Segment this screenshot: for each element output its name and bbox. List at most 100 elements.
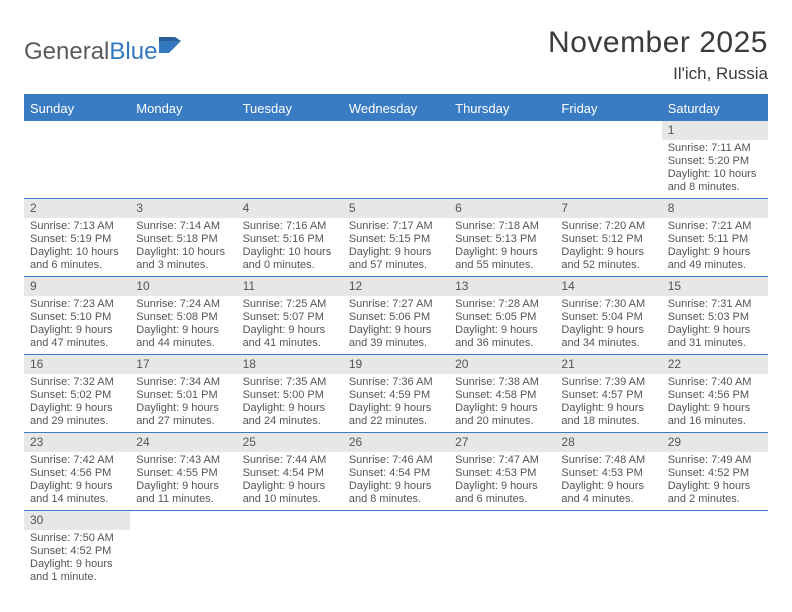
day-cell: 9Sunrise: 7:23 AMSunset: 5:10 PMDaylight… <box>24 277 130 354</box>
daylight-line: Daylight: 9 hours <box>561 402 655 415</box>
day-details: Sunrise: 7:43 AMSunset: 4:55 PMDaylight:… <box>130 452 236 510</box>
day-cell: 16Sunrise: 7:32 AMSunset: 5:02 PMDayligh… <box>24 355 130 432</box>
daylight-line: Daylight: 9 hours <box>243 324 337 337</box>
day-number: 28 <box>555 433 661 452</box>
sunrise-line: Sunrise: 7:36 AM <box>349 376 443 389</box>
sunrise-line: Sunrise: 7:16 AM <box>243 220 337 233</box>
day-number: 21 <box>555 355 661 374</box>
day-number: 19 <box>343 355 449 374</box>
day-number: 4 <box>237 199 343 218</box>
week-row: 23Sunrise: 7:42 AMSunset: 4:56 PMDayligh… <box>24 433 768 511</box>
daylight-line2: and 6 minutes. <box>455 493 549 506</box>
day-details: Sunrise: 7:23 AMSunset: 5:10 PMDaylight:… <box>24 296 130 354</box>
daylight-line: Daylight: 10 hours <box>668 168 762 181</box>
sunrise-line: Sunrise: 7:42 AM <box>30 454 124 467</box>
sunrise-line: Sunrise: 7:47 AM <box>455 454 549 467</box>
sunrise-line: Sunrise: 7:20 AM <box>561 220 655 233</box>
sunrise-line: Sunrise: 7:18 AM <box>455 220 549 233</box>
daylight-line2: and 41 minutes. <box>243 337 337 350</box>
daylight-line2: and 0 minutes. <box>243 259 337 272</box>
day-details: Sunrise: 7:11 AMSunset: 5:20 PMDaylight:… <box>662 140 768 198</box>
sunrise-line: Sunrise: 7:44 AM <box>243 454 337 467</box>
daylight-line: Daylight: 9 hours <box>668 480 762 493</box>
title-block: November 2025 Il'ich, Russia <box>548 26 768 84</box>
location: Il'ich, Russia <box>548 64 768 84</box>
day-cell: 27Sunrise: 7:47 AMSunset: 4:53 PMDayligh… <box>449 433 555 510</box>
sunrise-line: Sunrise: 7:21 AM <box>668 220 762 233</box>
day-number: 10 <box>130 277 236 296</box>
daylight-line: Daylight: 9 hours <box>455 324 549 337</box>
day-number: 18 <box>237 355 343 374</box>
daylight-line2: and 14 minutes. <box>30 493 124 506</box>
sunset-line: Sunset: 5:16 PM <box>243 233 337 246</box>
day-number <box>237 511 343 530</box>
sunrise-line: Sunrise: 7:13 AM <box>30 220 124 233</box>
weekday-header: Thursday <box>449 96 555 121</box>
day-details: Sunrise: 7:34 AMSunset: 5:01 PMDaylight:… <box>130 374 236 432</box>
sunset-line: Sunset: 4:59 PM <box>349 389 443 402</box>
day-details: Sunrise: 7:27 AMSunset: 5:06 PMDaylight:… <box>343 296 449 354</box>
sunrise-line: Sunrise: 7:14 AM <box>136 220 230 233</box>
daylight-line: Daylight: 9 hours <box>136 480 230 493</box>
weekday-header: Sunday <box>24 96 130 121</box>
day-details: Sunrise: 7:38 AMSunset: 4:58 PMDaylight:… <box>449 374 555 432</box>
daylight-line2: and 11 minutes. <box>136 493 230 506</box>
daylight-line: Daylight: 9 hours <box>455 402 549 415</box>
day-number <box>237 121 343 140</box>
sunset-line: Sunset: 4:53 PM <box>561 467 655 480</box>
sunrise-line: Sunrise: 7:23 AM <box>30 298 124 311</box>
day-details: Sunrise: 7:44 AMSunset: 4:54 PMDaylight:… <box>237 452 343 510</box>
sunrise-line: Sunrise: 7:38 AM <box>455 376 549 389</box>
daylight-line2: and 24 minutes. <box>243 415 337 428</box>
sunrise-line: Sunrise: 7:32 AM <box>30 376 124 389</box>
sunrise-line: Sunrise: 7:49 AM <box>668 454 762 467</box>
sunset-line: Sunset: 4:58 PM <box>455 389 549 402</box>
day-cell: 17Sunrise: 7:34 AMSunset: 5:01 PMDayligh… <box>130 355 236 432</box>
day-cell: 23Sunrise: 7:42 AMSunset: 4:56 PMDayligh… <box>24 433 130 510</box>
daylight-line2: and 57 minutes. <box>349 259 443 272</box>
daylight-line: Daylight: 10 hours <box>136 246 230 259</box>
daylight-line: Daylight: 9 hours <box>243 480 337 493</box>
weekday-header: Saturday <box>662 96 768 121</box>
daylight-line2: and 8 minutes. <box>668 181 762 194</box>
daylight-line2: and 55 minutes. <box>455 259 549 272</box>
day-number: 23 <box>24 433 130 452</box>
daylight-line2: and 1 minute. <box>30 571 124 584</box>
day-number: 9 <box>24 277 130 296</box>
sunset-line: Sunset: 5:06 PM <box>349 311 443 324</box>
sunrise-line: Sunrise: 7:28 AM <box>455 298 549 311</box>
day-details: Sunrise: 7:24 AMSunset: 5:08 PMDaylight:… <box>130 296 236 354</box>
day-cell <box>555 121 661 198</box>
day-cell <box>343 121 449 198</box>
month-title: November 2025 <box>548 26 768 60</box>
day-details: Sunrise: 7:39 AMSunset: 4:57 PMDaylight:… <box>555 374 661 432</box>
daylight-line: Daylight: 9 hours <box>349 324 443 337</box>
day-number <box>343 121 449 140</box>
day-number: 30 <box>24 511 130 530</box>
daylight-line2: and 29 minutes. <box>30 415 124 428</box>
daylight-line2: and 4 minutes. <box>561 493 655 506</box>
day-cell: 29Sunrise: 7:49 AMSunset: 4:52 PMDayligh… <box>662 433 768 510</box>
weekday-header: Monday <box>130 96 236 121</box>
brand-logo: GeneralBlue <box>24 26 183 66</box>
day-cell: 14Sunrise: 7:30 AMSunset: 5:04 PMDayligh… <box>555 277 661 354</box>
weekday-header: Friday <box>555 96 661 121</box>
day-details: Sunrise: 7:50 AMSunset: 4:52 PMDaylight:… <box>24 530 130 588</box>
week-row: 30Sunrise: 7:50 AMSunset: 4:52 PMDayligh… <box>24 511 768 588</box>
day-cell: 5Sunrise: 7:17 AMSunset: 5:15 PMDaylight… <box>343 199 449 276</box>
calendar-grid: Sunday Monday Tuesday Wednesday Thursday… <box>24 94 768 588</box>
sunrise-line: Sunrise: 7:27 AM <box>349 298 443 311</box>
sunset-line: Sunset: 5:10 PM <box>30 311 124 324</box>
sunrise-line: Sunrise: 7:46 AM <box>349 454 443 467</box>
day-number: 7 <box>555 199 661 218</box>
day-details: Sunrise: 7:25 AMSunset: 5:07 PMDaylight:… <box>237 296 343 354</box>
day-details: Sunrise: 7:31 AMSunset: 5:03 PMDaylight:… <box>662 296 768 354</box>
sunrise-line: Sunrise: 7:48 AM <box>561 454 655 467</box>
daylight-line: Daylight: 9 hours <box>668 324 762 337</box>
daylight-line2: and 34 minutes. <box>561 337 655 350</box>
day-number: 27 <box>449 433 555 452</box>
daylight-line: Daylight: 9 hours <box>30 558 124 571</box>
daylight-line2: and 44 minutes. <box>136 337 230 350</box>
day-number: 6 <box>449 199 555 218</box>
day-details: Sunrise: 7:46 AMSunset: 4:54 PMDaylight:… <box>343 452 449 510</box>
